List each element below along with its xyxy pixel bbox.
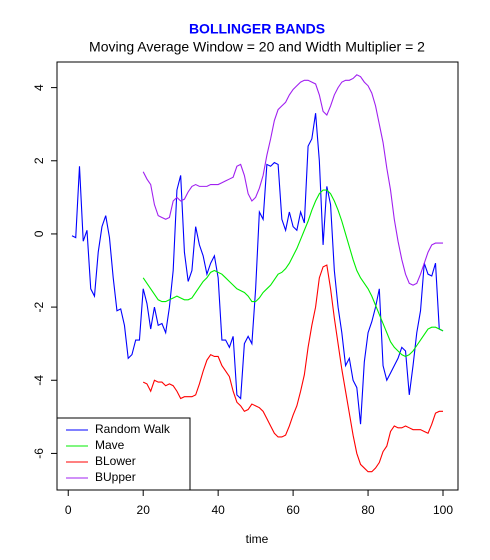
x-tick-label: 60 <box>286 503 300 517</box>
x-tick-label: 20 <box>137 503 151 517</box>
x-tick-label: 40 <box>211 503 225 517</box>
plot-frame <box>56 61 459 491</box>
legend-label: Random Walk <box>95 422 171 436</box>
y-tick-label: 2 <box>32 157 46 164</box>
x-axis-label: time <box>246 532 269 546</box>
x-tick-label: 0 <box>65 503 72 517</box>
legend-label: BLower <box>95 454 136 468</box>
y-tick-label: -4 <box>32 375 46 386</box>
y-tick-label: 0 <box>32 230 46 237</box>
y-tick-label: 4 <box>32 84 46 91</box>
series-line <box>142 189 444 358</box>
legend-label: BUpper <box>95 470 136 484</box>
chart-subtitle: Moving Average Window = 20 and Width Mul… <box>89 39 425 55</box>
y-tick-label: -2 <box>32 301 46 312</box>
chart-title: BOLLINGER BANDS <box>189 21 325 37</box>
series-line <box>142 264 444 473</box>
series-line <box>71 113 444 425</box>
x-tick-label: 80 <box>361 503 375 517</box>
x-tick-label: 100 <box>433 503 453 517</box>
legend-label: Mave <box>95 438 125 452</box>
y-tick-label: -6 <box>32 448 46 459</box>
series-line <box>142 74 444 286</box>
